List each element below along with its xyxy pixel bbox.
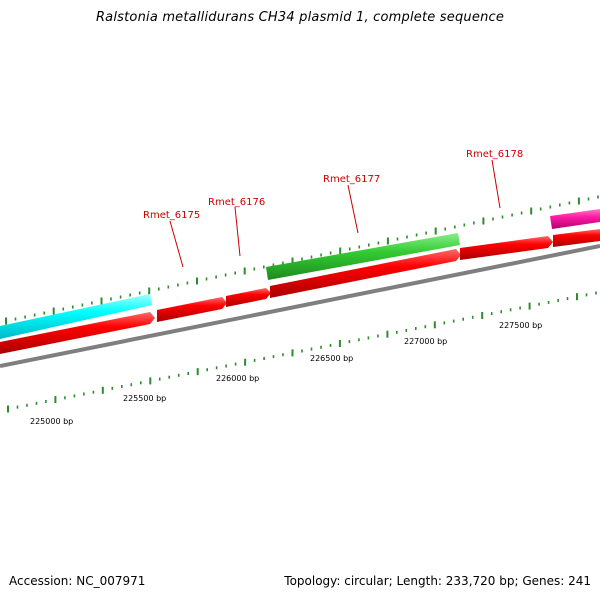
scale-label-227500: 227500 bp — [499, 321, 542, 330]
gene-label-rmet-6175[interactable]: Rmet_6175 — [143, 210, 200, 221]
inner-tick-track — [7, 291, 597, 413]
scale-labels: 225000 bp 225500 bp 226000 bp 226500 bp … — [30, 321, 542, 426]
leader-rmet-6175 — [169, 220, 184, 268]
red-feature-6[interactable] — [553, 229, 600, 247]
upper-feature-track — [0, 209, 600, 339]
leader-rmet-6178 — [491, 159, 501, 209]
red-feature-track — [0, 229, 600, 354]
map-title: Ralstonia metallidurans CH34 plasmid 1, … — [95, 10, 505, 25]
red-feature-4[interactable] — [270, 249, 461, 298]
accession-text: Accession: NC_007971 — [9, 574, 146, 588]
gene-labels: Rmet_6175 Rmet_6176 Rmet_6177 Rmet_6178 — [143, 149, 523, 221]
gene-label-rmet-6178[interactable]: Rmet_6178 — [466, 149, 523, 160]
leader-rmet-6177 — [347, 184, 359, 234]
scale-label-225500: 225500 bp — [123, 394, 166, 403]
cyan-feature[interactable] — [0, 294, 152, 339]
green-feature[interactable] — [266, 233, 460, 280]
topology-summary: Topology: circular; Length: 233,720 bp; … — [284, 574, 591, 588]
magenta-feature[interactable] — [550, 209, 600, 229]
red-feature-3[interactable] — [226, 288, 271, 307]
scale-label-226000: 226000 bp — [216, 374, 259, 383]
gene-label-leaders — [169, 159, 501, 268]
red-feature-2[interactable] — [157, 297, 227, 322]
red-feature-1[interactable] — [0, 312, 155, 354]
red-feature-5[interactable] — [460, 236, 553, 260]
scale-label-225000: 225000 bp — [30, 417, 73, 426]
leader-rmet-6176 — [234, 206, 241, 257]
outer-tick-track — [5, 195, 599, 325]
sequence-backbone — [0, 244, 600, 368]
gene-label-rmet-6176[interactable]: Rmet_6176 — [208, 197, 265, 208]
scale-label-226500: 226500 bp — [310, 354, 353, 363]
gene-label-rmet-6177[interactable]: Rmet_6177 — [323, 174, 380, 185]
scale-label-227000: 227000 bp — [404, 337, 447, 346]
